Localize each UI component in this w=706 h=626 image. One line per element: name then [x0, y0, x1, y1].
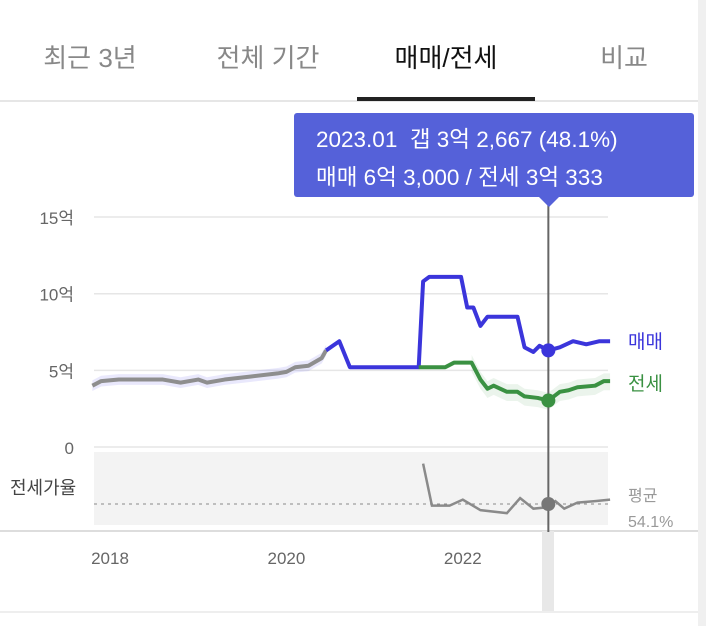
y-tick-label: 10억	[39, 286, 74, 305]
ratio-band	[94, 452, 608, 525]
scrollbar[interactable]	[698, 0, 706, 626]
tab-sale-jeonse[interactable]: 매매/전세	[394, 43, 498, 73]
tab-compare[interactable]: 비교	[600, 43, 648, 73]
x-tick-label: 2020	[267, 549, 305, 568]
hover-slider-track	[542, 531, 554, 611]
series-line-0	[91, 349, 328, 388]
hover-dot-ratio	[541, 497, 556, 511]
tab-bar: 최근 3년 전체 기간 매매/전세 비교	[0, 0, 706, 102]
y-tick-label: 15억	[39, 209, 74, 228]
ratio-label: 전세가율	[10, 478, 76, 498]
series-label-1: 매매	[628, 331, 663, 353]
ratio-line	[421, 463, 611, 515]
series-label-2: 전세	[628, 373, 663, 395]
tooltip-gap: 2023.01 갭 3억 2,667 (48.1%)	[316, 127, 618, 152]
x-tick-label: 2018	[91, 549, 129, 568]
series-line-2	[418, 360, 611, 403]
x-tick-label: 2022	[444, 549, 482, 568]
y-tick-label: 5억	[49, 362, 74, 381]
tab-recent-3y[interactable]: 최근 3년	[43, 43, 137, 73]
tooltip-prices: 매매 6억 3,000 / 전세 3억 333	[316, 165, 603, 190]
tab-all-period[interactable]: 전체 기간	[216, 43, 320, 73]
ratio-average-value: 54.1%	[628, 514, 673, 531]
jeonse-range-band	[471, 355, 611, 410]
ratio-average-label: 평균	[628, 487, 657, 505]
y-tick-label: 0	[65, 439, 74, 458]
series-line-1	[324, 274, 611, 370]
active-tab-indicator	[357, 97, 535, 101]
hover-dot-jeonse	[541, 393, 556, 408]
hover-dot-sale	[541, 343, 556, 358]
tooltip: 2023.01 갭 3억 2,667 (48.1%) 매매 6억 3,000 /…	[294, 113, 694, 207]
